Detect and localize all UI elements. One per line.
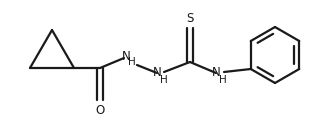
Text: H: H: [160, 75, 168, 85]
Text: H: H: [219, 75, 227, 85]
Text: N: N: [153, 65, 161, 79]
Text: O: O: [96, 103, 105, 117]
Text: N: N: [212, 65, 220, 79]
Text: N: N: [122, 51, 130, 63]
Text: S: S: [186, 11, 194, 25]
Text: H: H: [128, 57, 136, 67]
